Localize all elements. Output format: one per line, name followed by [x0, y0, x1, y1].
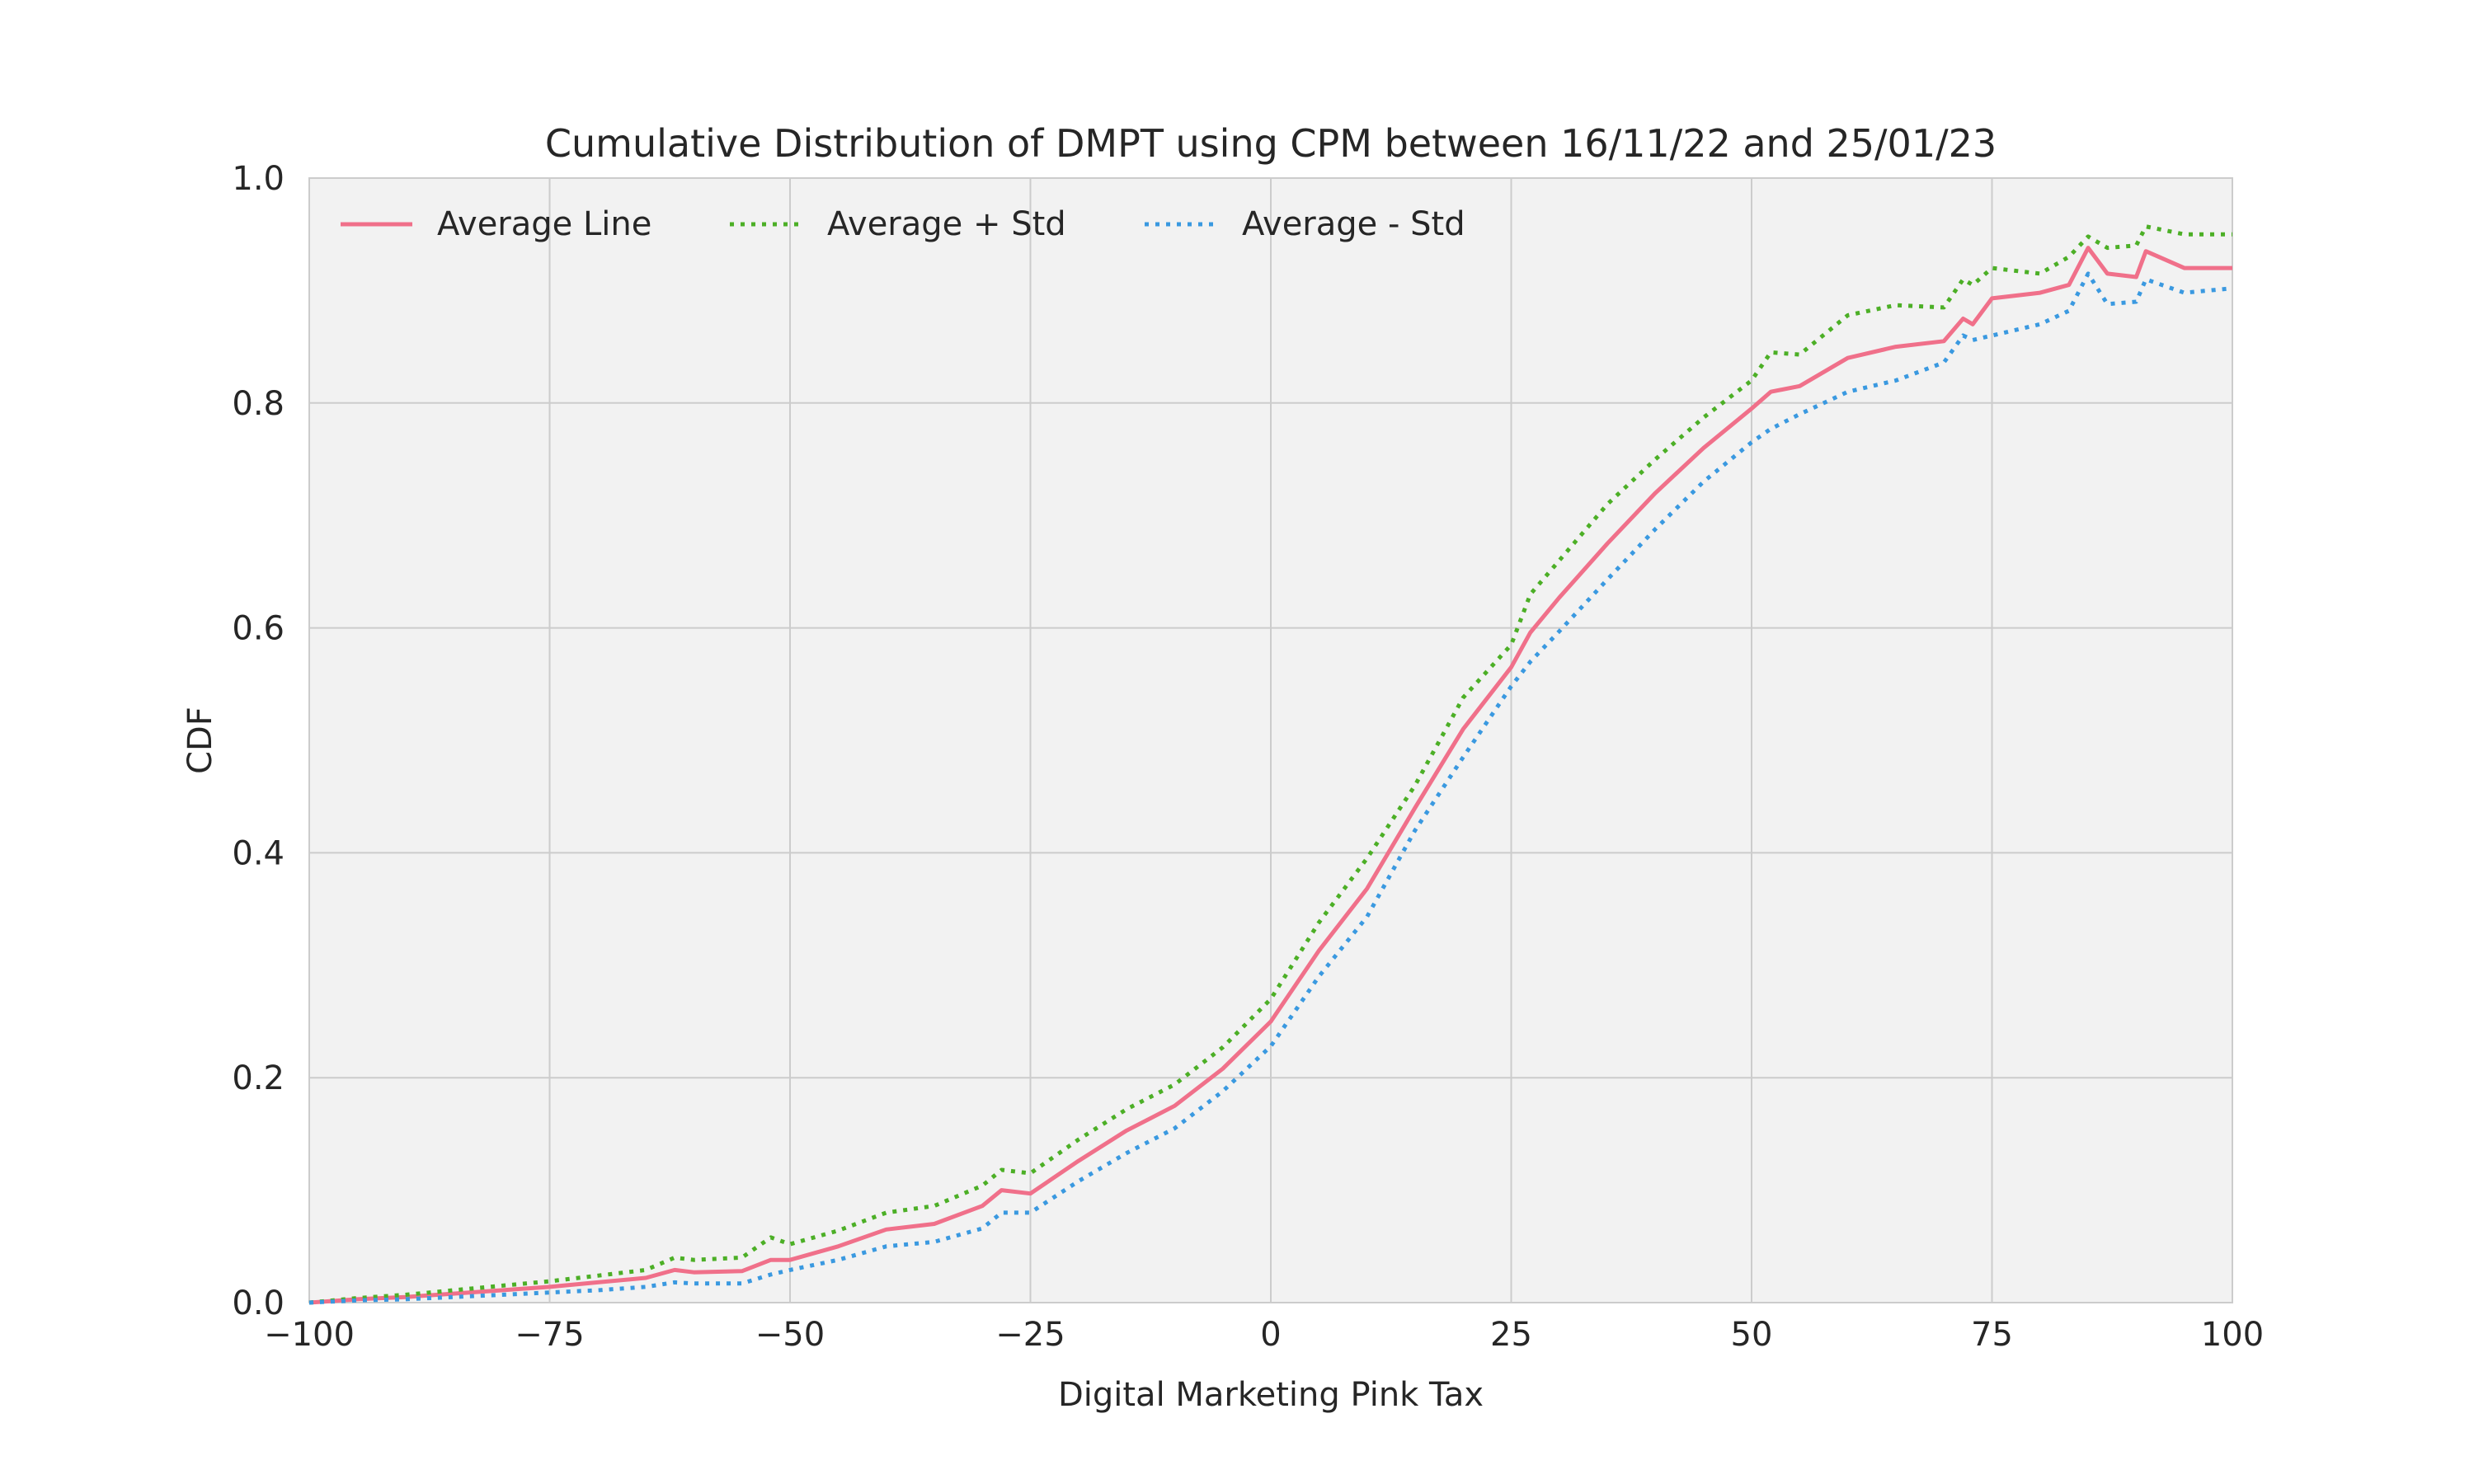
x-tick-label: −100 [264, 1316, 355, 1354]
y-axis-label: CDF [181, 707, 219, 774]
x-tick-label: 75 [1971, 1316, 2013, 1354]
x-tick-label: −50 [755, 1316, 825, 1354]
legend-label-average-plus-std: Average + Std [827, 205, 1066, 243]
x-tick-label: 25 [1490, 1316, 1532, 1354]
x-tick-label: 50 [1731, 1316, 1773, 1354]
y-tick-label: 1.0 [232, 160, 285, 198]
y-tick-label: 0.0 [232, 1284, 285, 1322]
x-tick-label: 0 [1260, 1316, 1281, 1354]
x-axis-label: Digital Marketing Pink Tax [1058, 1376, 1484, 1414]
x-tick-label: −75 [515, 1316, 584, 1354]
y-tick-label: 0.4 [232, 834, 285, 872]
grid-lines [309, 178, 2232, 1303]
legend: Average Line Average + Std Average - Std [341, 205, 1465, 243]
legend-label-average-minus-std: Average - Std [1242, 205, 1465, 243]
y-tick-label: 0.6 [232, 610, 285, 648]
y-tick-label: 0.2 [232, 1059, 285, 1097]
series-line-average-std [308, 271, 2233, 1305]
legend-label-average-line: Average Line [437, 205, 651, 243]
chart-title: Cumulative Distribution of DMPT using CP… [545, 121, 1997, 166]
series-line-average-plus-std [308, 224, 2232, 1305]
series-line-average-line [308, 246, 2232, 1305]
tick-labels: −100 −75 −50 −25 0 25 50 75 100 0.0 0.2 0.4 0.6 0.8 1.… [232, 160, 2264, 1354]
series-lines [308, 224, 2233, 1305]
y-tick-label: 0.8 [232, 385, 285, 423]
x-tick-label: 100 [2201, 1316, 2264, 1354]
x-tick-label: −25 [995, 1316, 1065, 1354]
